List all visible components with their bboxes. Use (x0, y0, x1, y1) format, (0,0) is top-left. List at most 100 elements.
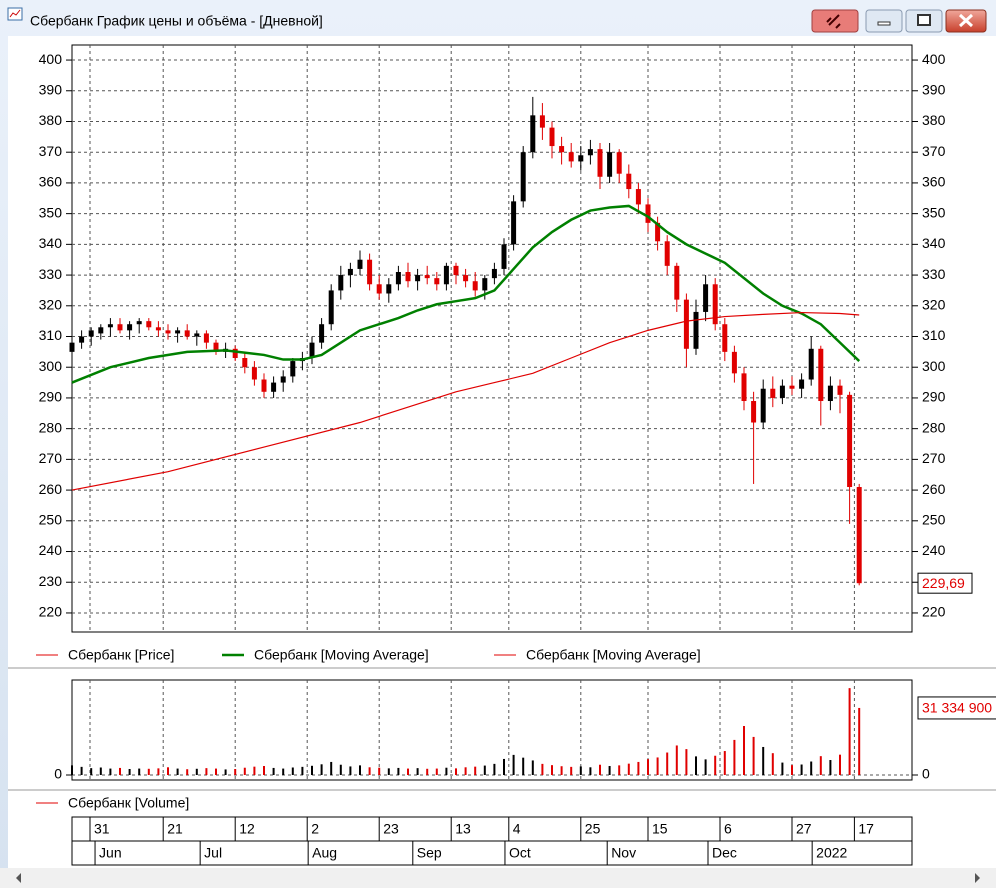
candle-body (827, 385, 833, 402)
y-tick-label: 270 (39, 450, 63, 466)
volume-bar (551, 765, 553, 775)
y-tick-label: 390 (39, 81, 63, 97)
minimize-button[interactable] (865, 9, 903, 33)
candle-body (347, 268, 353, 276)
candle-body (242, 358, 248, 368)
candle-body (184, 330, 190, 337)
candle-body (626, 173, 632, 190)
volume-bar (243, 767, 246, 775)
volume-bar (599, 764, 601, 775)
y-tick-label: 320 (39, 296, 63, 312)
y-tick-label: 300 (922, 358, 946, 374)
volume-bar (695, 756, 697, 775)
y-tick-label: 250 (39, 512, 63, 528)
volume-bar (800, 764, 803, 775)
candle-body (367, 259, 373, 285)
volume-bar (224, 769, 227, 775)
candle-body (261, 379, 267, 392)
link-button[interactable] (811, 9, 859, 33)
candle-body (568, 152, 574, 162)
volume-bar (819, 756, 822, 775)
month-label: Aug (312, 845, 337, 861)
y-tick-label: 310 (922, 327, 946, 343)
moving-average-line (71, 311, 860, 491)
candle-body (818, 348, 824, 402)
candle-body (559, 146, 565, 153)
volume-bar (80, 766, 83, 775)
y-tick-label: 380 (39, 112, 63, 128)
candle-body (635, 189, 641, 205)
volume-bar (109, 768, 112, 775)
x-tick-label: 4 (513, 821, 521, 837)
candle-body (127, 324, 133, 331)
volume-bar (541, 763, 544, 775)
y-tick-label: 330 (39, 266, 63, 282)
candle-body (674, 265, 680, 300)
month-label: Dec (712, 845, 737, 861)
y-tick-label: 250 (922, 512, 946, 528)
candle-body (655, 222, 661, 242)
candle-body (779, 385, 785, 398)
candle-body (443, 265, 449, 285)
candle-body (549, 127, 555, 147)
candle-body (712, 284, 718, 325)
volume-bar (301, 766, 304, 775)
volume-bar (714, 755, 717, 775)
x-tick-label: 31 (94, 821, 110, 837)
volume-bar (474, 766, 477, 775)
y-tick-label: 360 (922, 174, 946, 190)
candle-body (751, 401, 757, 423)
legend-label: Сбербанк [Moving Average] (526, 647, 701, 663)
candle-body (69, 342, 75, 352)
y-tick-label: 390 (922, 81, 946, 97)
x-tick-label: 15 (652, 821, 668, 837)
candle-body (482, 278, 488, 291)
volume-bar (791, 765, 793, 775)
y-tick-label: 290 (39, 389, 63, 405)
link-icon (826, 14, 841, 29)
volume-bar (339, 764, 342, 775)
candle-body (511, 201, 517, 245)
volume-bar (330, 761, 333, 775)
candle-body (453, 265, 459, 276)
y-tick-label: 260 (922, 481, 946, 497)
volume-bar (205, 768, 208, 775)
candle-body (232, 348, 238, 359)
candle-body (731, 351, 737, 374)
volume-bar (157, 768, 160, 775)
close-icon (958, 13, 974, 28)
scroll-right[interactable] (975, 873, 980, 883)
volume-bar (186, 769, 189, 775)
volume-bar (637, 761, 640, 775)
candle-body (722, 324, 728, 352)
last-price-label: 229,69 (922, 575, 965, 591)
volume-bar (407, 768, 409, 775)
volume-bar (426, 768, 429, 775)
candle-body (175, 330, 181, 334)
x-tick-label: 6 (724, 821, 732, 837)
volume-bar (138, 768, 141, 775)
candle-body (280, 376, 286, 383)
y-tick-label: 300 (39, 358, 63, 374)
volume-bar (762, 746, 765, 775)
candle-body (587, 149, 593, 156)
horizontal-scrollbar[interactable] (0, 868, 996, 888)
candle-body (491, 268, 497, 279)
volume-bar (99, 767, 102, 775)
volume-bar (752, 736, 755, 775)
volume-bar (704, 759, 707, 775)
candle-body (376, 284, 382, 294)
candle-body (770, 388, 776, 398)
x-tick-label: 23 (383, 821, 399, 837)
volume-plot-frame (71, 679, 913, 781)
y-tick-label: 370 (922, 143, 946, 159)
month-label: Jun (99, 845, 122, 861)
y-tick-label: 360 (39, 174, 63, 190)
y-tick-label: 230 (39, 573, 63, 589)
x-tick-label: 27 (796, 821, 812, 837)
scroll-left[interactable] (16, 873, 21, 883)
month-label: Oct (509, 845, 531, 861)
volume-bar (666, 752, 669, 775)
candle-body (203, 333, 209, 343)
